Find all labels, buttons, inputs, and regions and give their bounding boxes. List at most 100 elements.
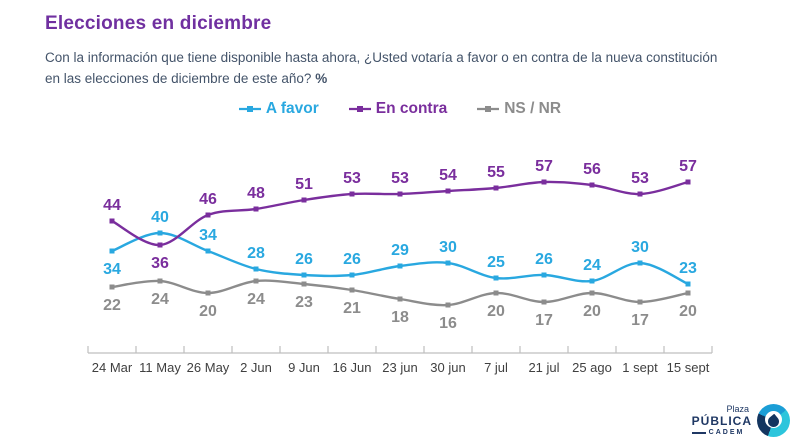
data-point-marker — [541, 272, 547, 278]
legend-item-ns-nr: NS / NR — [477, 100, 561, 118]
line-marker-icon — [477, 106, 500, 112]
value-label: 26 — [343, 251, 361, 268]
x-axis-label: 11 May — [139, 360, 181, 375]
data-point-marker — [301, 281, 307, 287]
value-label: 57 — [535, 158, 553, 175]
value-label: 44 — [103, 197, 121, 214]
x-axis-label: 1 sept — [622, 360, 658, 375]
data-point-marker — [685, 281, 691, 287]
value-label: 24 — [247, 291, 265, 308]
value-label: 28 — [247, 245, 265, 262]
data-point-marker — [205, 248, 211, 254]
value-label: 25 — [487, 254, 505, 271]
data-point-marker — [349, 272, 355, 278]
data-point-marker — [157, 242, 163, 248]
value-label: 53 — [391, 170, 409, 187]
value-label: 20 — [199, 303, 217, 320]
value-label: 57 — [679, 158, 697, 175]
data-point-marker — [253, 206, 259, 212]
x-axis-label: 24 Mar — [92, 360, 133, 375]
series-a-favor: 34 40 34 28 26 26 29 30 25 26 24 30 23 — [103, 209, 697, 287]
data-point-marker — [349, 191, 355, 197]
value-label: 56 — [583, 161, 601, 178]
x-axis-label: 30 jun — [430, 360, 465, 375]
value-label: 26 — [295, 251, 313, 268]
data-point-marker — [301, 272, 307, 278]
value-label: 29 — [391, 242, 409, 259]
chart-subtitle-question: Con la información que tiene disponible … — [45, 47, 745, 89]
value-label: 20 — [583, 303, 601, 320]
value-label: 51 — [295, 176, 313, 193]
x-axis-label: 16 Jun — [332, 360, 371, 375]
logo-text-cadem: CADEM — [708, 429, 745, 436]
series-ns-nr: 22 24 20 24 23 21 18 16 20 17 20 17 20 — [103, 278, 697, 332]
value-label: 16 — [439, 315, 457, 332]
data-point-marker — [157, 278, 163, 284]
data-point-marker — [397, 296, 403, 302]
brand-logo-text: Plaza PÚBLICA CADEM — [691, 405, 752, 436]
data-point-marker — [493, 275, 499, 281]
value-label: 53 — [343, 170, 361, 187]
data-point-marker — [109, 248, 115, 254]
value-label: 26 — [535, 251, 553, 268]
value-label: 36 — [151, 255, 169, 272]
data-point-marker — [637, 299, 643, 305]
x-axis-label: 7 jul — [484, 360, 508, 375]
data-point-marker — [109, 218, 115, 224]
logo-cadem-row: CADEM — [691, 429, 752, 436]
data-point-marker — [637, 260, 643, 266]
data-point-marker — [397, 263, 403, 269]
subtitle-line-1: Con la información que tiene disponible … — [45, 50, 718, 65]
chart-legend: A favor En contra NS / NR — [0, 100, 800, 118]
data-point-marker — [541, 179, 547, 185]
data-point-marker — [685, 179, 691, 185]
value-label: 22 — [103, 297, 121, 314]
x-axis-label: 23 jun — [382, 360, 417, 375]
value-label: 18 — [391, 309, 409, 326]
value-label: 20 — [487, 303, 505, 320]
data-point-marker — [493, 290, 499, 296]
data-point-marker — [205, 290, 211, 296]
x-axis-label: 15 sept — [667, 360, 710, 375]
data-point-marker — [349, 287, 355, 293]
value-label: 40 — [151, 209, 169, 226]
value-label: 34 — [103, 261, 121, 278]
value-label: 24 — [583, 257, 601, 274]
value-label: 20 — [679, 303, 697, 320]
legend-label: NS / NR — [504, 100, 562, 117]
value-label: 30 — [631, 239, 649, 256]
page-title: Elecciones en diciembre — [45, 13, 272, 34]
value-label: 48 — [247, 185, 265, 202]
data-point-marker — [109, 284, 115, 290]
data-point-marker — [397, 191, 403, 197]
value-label: 34 — [199, 227, 217, 244]
series-en-contra: 44 36 46 48 51 53 53 54 55 57 56 53 57 — [103, 158, 697, 272]
data-point-marker — [253, 266, 259, 272]
data-point-marker — [589, 182, 595, 188]
x-axis-label: 2 Jun — [240, 360, 272, 375]
line-marker-icon — [238, 106, 261, 112]
legend-label: A favor — [265, 100, 319, 117]
value-label: 30 — [439, 239, 457, 256]
value-label: 17 — [631, 312, 649, 329]
value-label: 24 — [151, 291, 169, 308]
value-label: 23 — [679, 260, 697, 277]
subtitle-line-2: en las elecciones de diciembre de este a… — [45, 71, 312, 86]
value-label: 21 — [343, 300, 361, 317]
value-label: 53 — [631, 170, 649, 187]
x-axis-label: 21 jul — [528, 360, 559, 375]
data-point-marker — [541, 299, 547, 305]
legend-label: En contra — [375, 100, 448, 117]
subtitle-percent-sign: % — [315, 71, 328, 86]
x-axis-label: 25 ago — [572, 360, 612, 375]
brand-logo: Plaza PÚBLICA CADEM — [691, 404, 790, 437]
data-point-marker — [445, 260, 451, 266]
data-point-marker — [301, 197, 307, 203]
legend-item-a-favor: A favor — [238, 100, 319, 118]
logo-underline — [691, 431, 706, 434]
x-axis-label: 26 May — [187, 360, 230, 375]
value-label: 23 — [295, 294, 313, 311]
value-label: 54 — [439, 167, 457, 184]
line-marker-icon — [348, 106, 371, 112]
